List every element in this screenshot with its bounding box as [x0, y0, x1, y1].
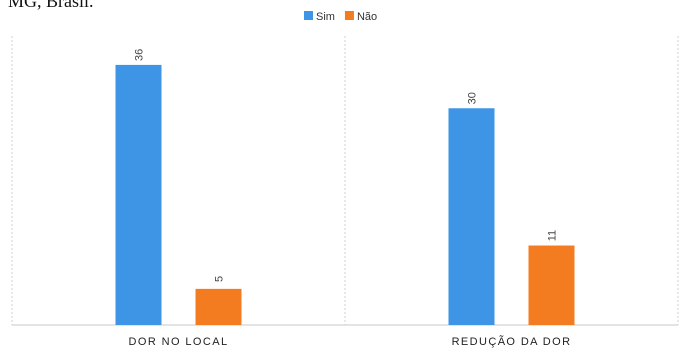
legend-label: Não: [357, 11, 377, 23]
bar: [196, 289, 242, 325]
plot-frame: [12, 36, 678, 325]
x-tick-label: REDUÇÃO DA DOR: [452, 335, 572, 348]
category-labels: DOR NO LOCAL REDUÇÃO DA DOR: [129, 335, 572, 348]
bar: [449, 108, 495, 325]
data-label: 11: [547, 230, 559, 241]
value-labels: 36 5 30 11: [134, 49, 559, 282]
bar: [116, 65, 162, 325]
data-label: 36: [134, 49, 146, 61]
legend-label: Sim: [316, 11, 335, 23]
data-label: 30: [467, 92, 479, 104]
bar: [529, 246, 575, 325]
legend-swatch: [304, 11, 313, 20]
data-label: 5: [214, 276, 226, 282]
chart-legend: Sim Não: [304, 11, 377, 23]
x-tick-label: DOR NO LOCAL: [129, 336, 229, 348]
legend-swatch: [345, 11, 354, 20]
